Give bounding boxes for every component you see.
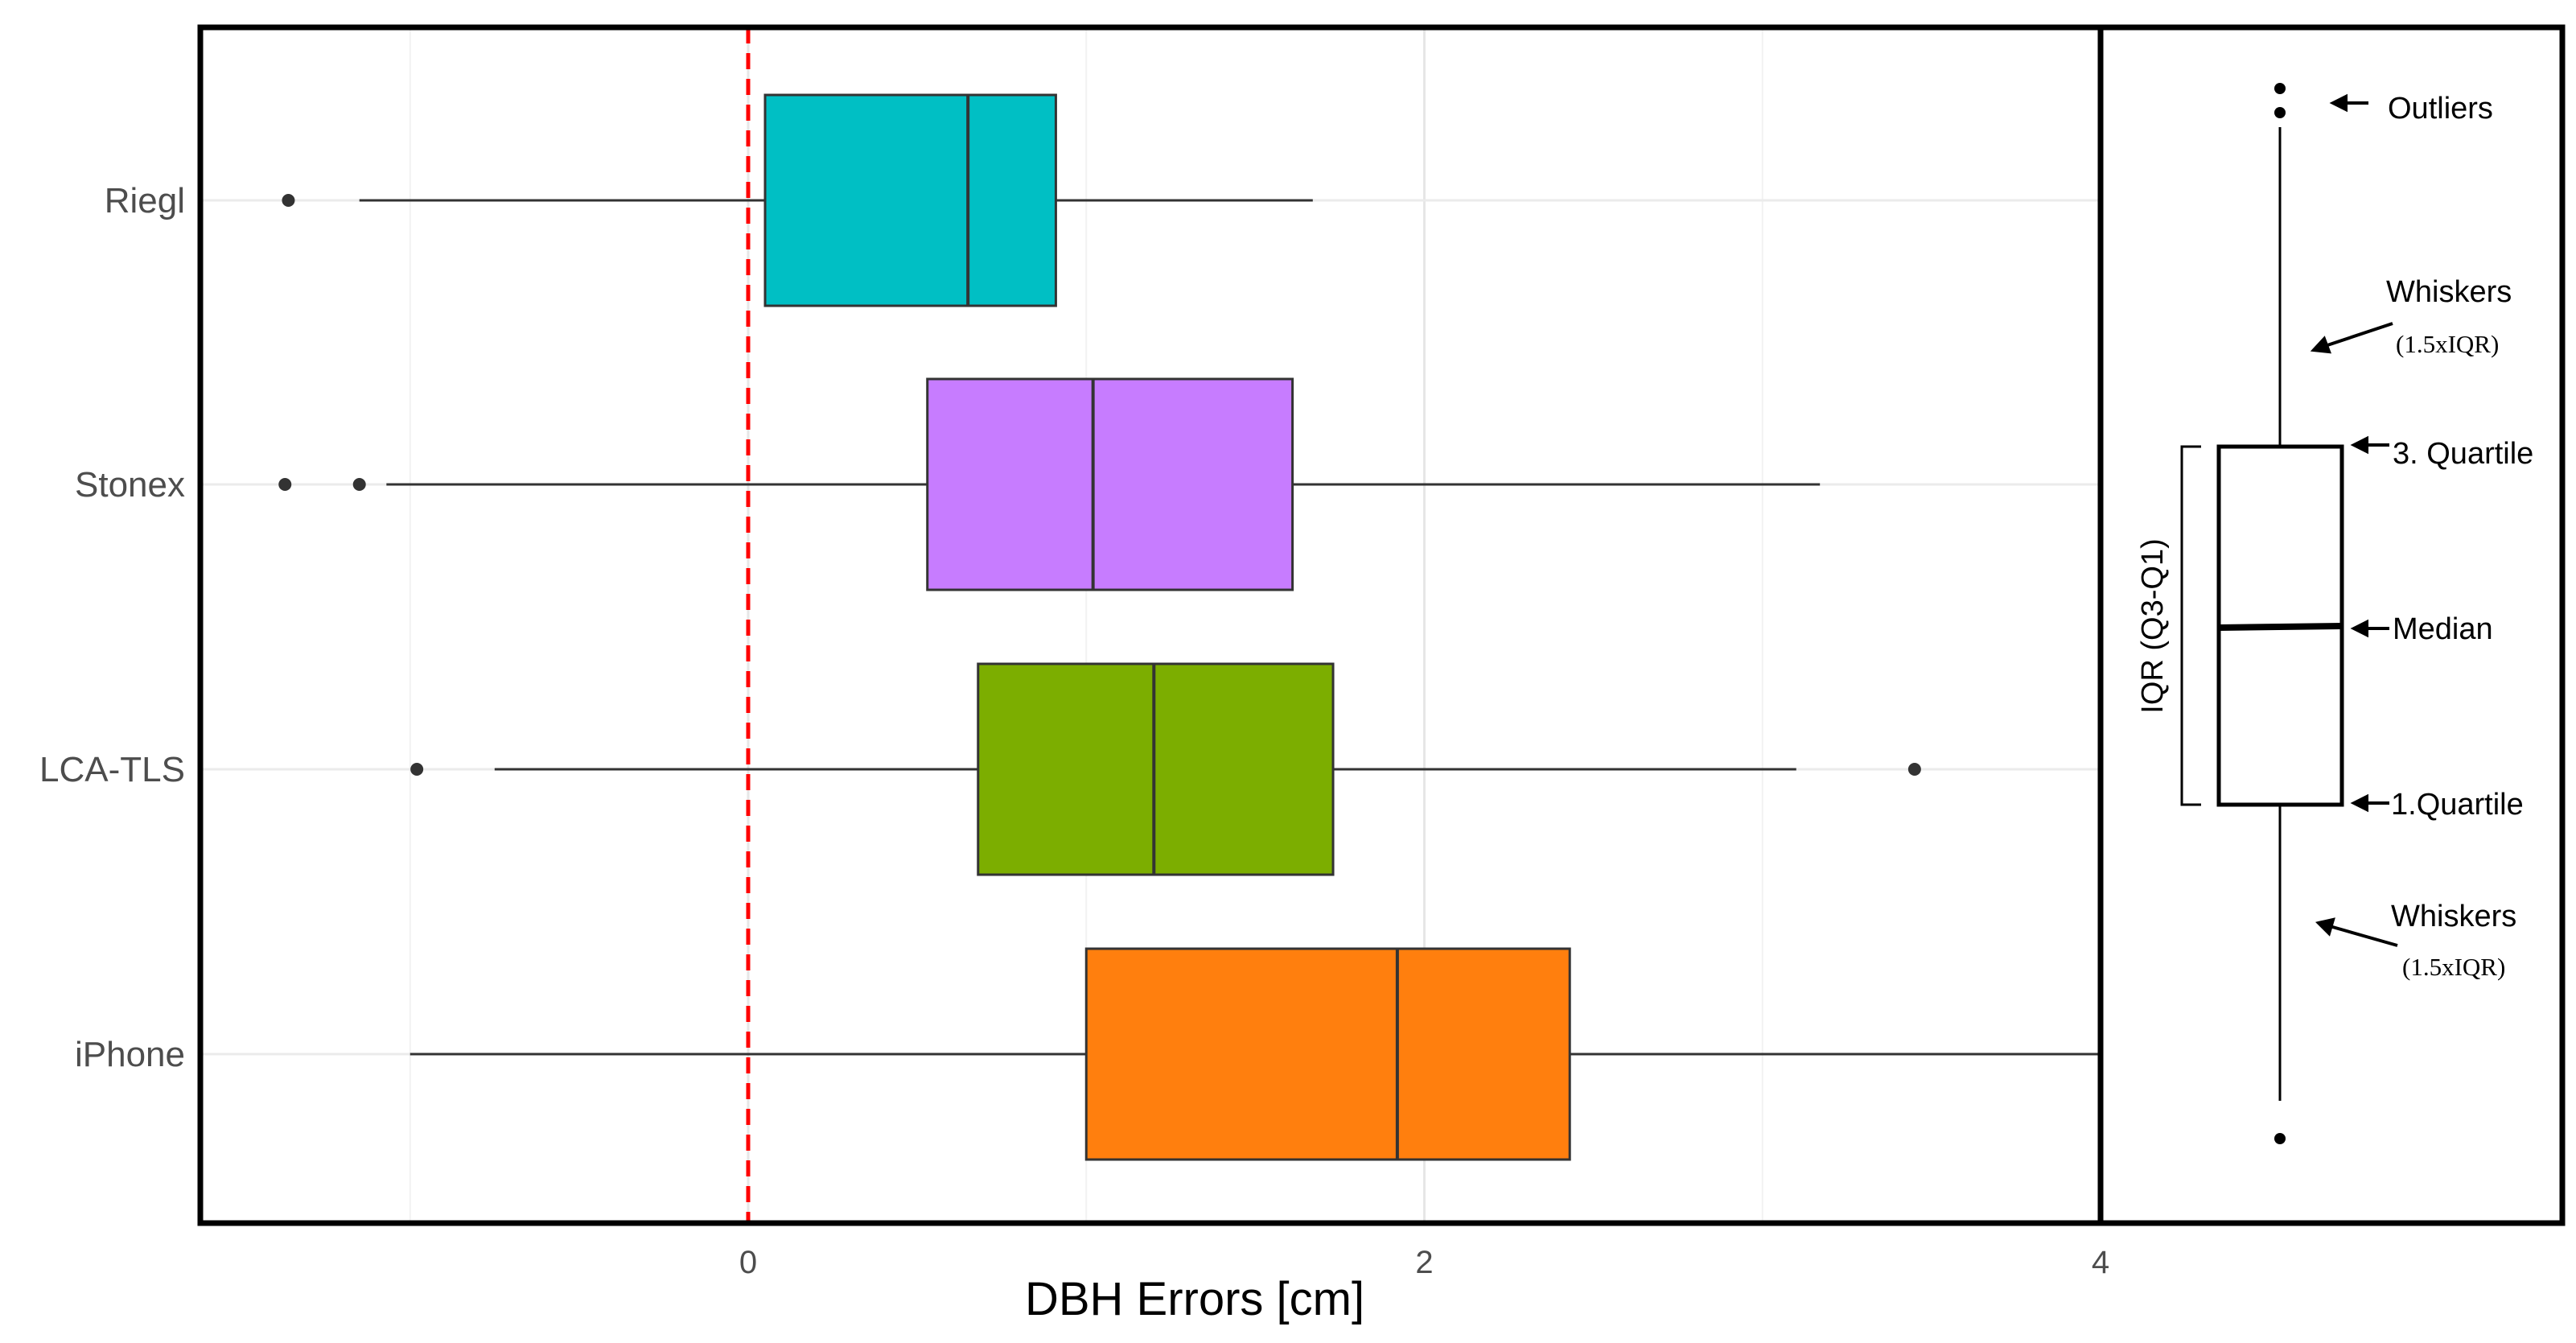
arrow-whiskers-top	[2324, 322, 2393, 348]
legend-frame	[2097, 24, 2566, 1226]
category-label: Stonex	[75, 465, 185, 505]
arrow-q1-head	[2350, 793, 2368, 813]
boxplot-lca-tls	[410, 662, 1921, 876]
arrow-q3-head	[2350, 435, 2368, 455]
iqr-box	[1084, 947, 1571, 1161]
arrow-median-head	[2350, 619, 2368, 638]
x-tick-label: 2	[1415, 1245, 1433, 1280]
arrow-whiskers-bottom	[2329, 925, 2398, 947]
outlier-point	[282, 194, 295, 207]
legend-whiskers-bottom-note: (1.5xIQR)	[2402, 953, 2505, 981]
legend-q3-label: 3. Quartile	[2393, 437, 2533, 471]
boxplot-iphone	[409, 947, 2101, 1161]
legend-q1-label: 1.Quartile	[2391, 788, 2524, 822]
legend-median-line	[2218, 623, 2343, 631]
arrow-outliers-head	[2329, 93, 2348, 113]
x-tick-labels: 0 2 4	[739, 1245, 2109, 1280]
legend-whiskers-top-note: (1.5xIQR)	[2396, 330, 2499, 358]
outlier-point	[278, 478, 292, 491]
iqr-box	[926, 377, 1294, 591]
outlier-point	[352, 478, 366, 491]
arrow-whiskers-top-head	[2310, 336, 2332, 354]
iqr-box	[977, 662, 1335, 876]
arrow-whiskers-bottom-head	[2315, 917, 2335, 937]
legend-whiskers-top-label: Whiskers	[2386, 275, 2512, 309]
legend-median-label: Median	[2393, 612, 2493, 646]
x-tick-label: 4	[2092, 1245, 2109, 1280]
legend-explainer: IQR (Q3-Q1) Outliers Whiskers (1.5xIQR) …	[2136, 83, 2533, 1144]
boxplot-riegl	[282, 93, 1313, 307]
boxplots	[278, 93, 2101, 1161]
category-label: Riegl	[105, 181, 185, 220]
legend-iqr-label: IQR (Q3-Q1)	[2136, 538, 2170, 713]
legend-outlier-dot-2	[2274, 107, 2286, 118]
iqr-box	[763, 93, 1057, 307]
outlier-point	[1907, 763, 1921, 776]
outlier-point	[410, 763, 424, 776]
x-axis-title: DBH Errors [cm]	[1025, 1273, 1364, 1325]
legend-outlier-dot-3	[2274, 1133, 2286, 1144]
category-label: iPhone	[75, 1035, 185, 1074]
boxplot-stonex	[278, 377, 1821, 591]
category-label: LCA-TLS	[39, 750, 185, 789]
x-tick-label: 0	[739, 1245, 757, 1280]
legend-whiskers-bottom-label: Whiskers	[2391, 900, 2516, 933]
legend-iqr-bracket	[2180, 445, 2201, 806]
legend-outliers-label: Outliers	[2388, 92, 2493, 126]
category-labels: Riegl Stonex LCA-TLS iPhone	[39, 181, 185, 1074]
legend-outlier-dot-1	[2274, 83, 2286, 94]
